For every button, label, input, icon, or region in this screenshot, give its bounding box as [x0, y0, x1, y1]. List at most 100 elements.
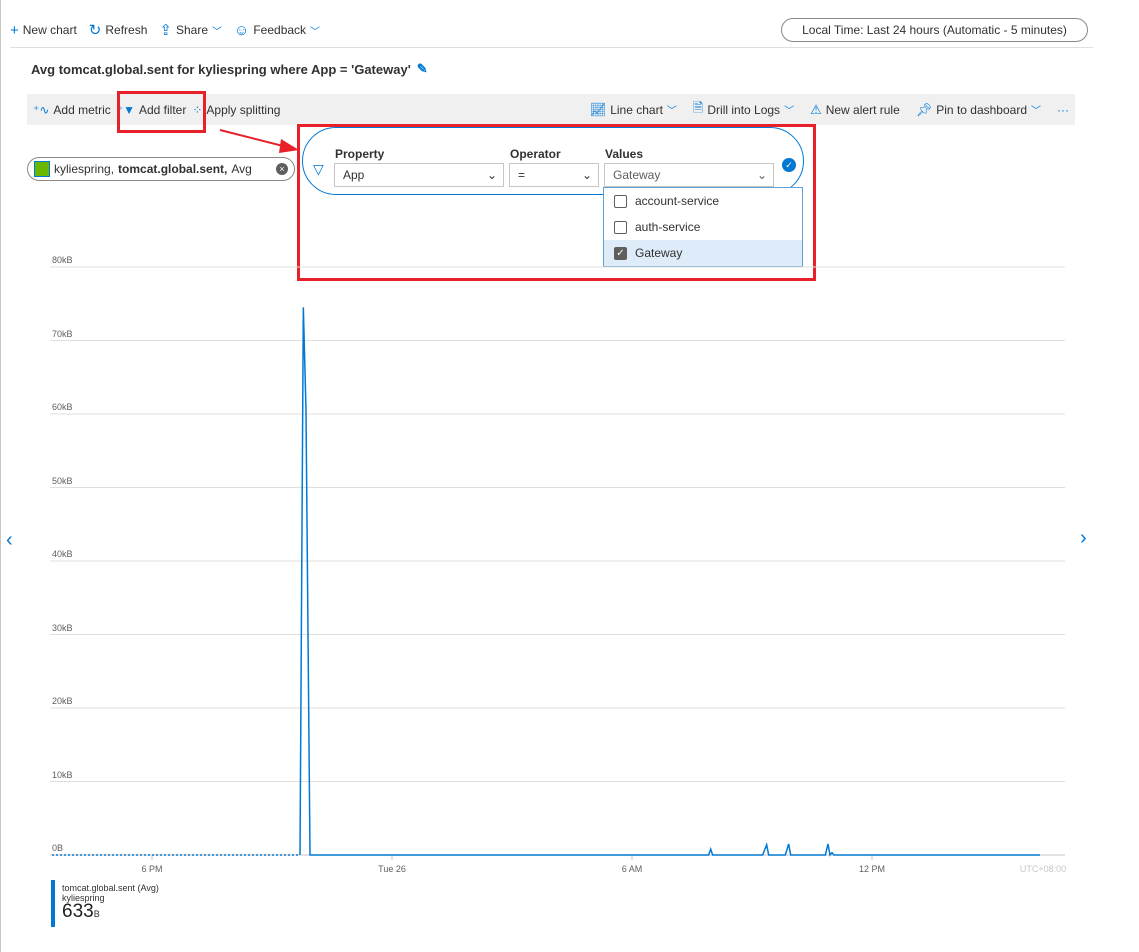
- chevron-down-icon: ﹀: [666, 106, 677, 117]
- new-chart-label: New chart: [22, 23, 77, 37]
- checkbox[interactable]: [614, 194, 627, 208]
- legend-value: 633: [62, 901, 94, 922]
- chevron-left-icon[interactable]: ‹: [6, 529, 13, 551]
- checkbox[interactable]: ✓: [614, 246, 627, 260]
- command-bar: + New chart ↻ Refresh ⇪ Share ﹀ ☺ Feedback ﹀: [10, 18, 320, 42]
- alert-icon: ⚠︎: [810, 101, 822, 117]
- pin-dashboard-button[interactable]: 📌︎ Pin to dashboard ﹀: [916, 102, 1041, 118]
- chevron-down-icon: ﹀: [212, 26, 223, 38]
- operator-value: =: [518, 168, 526, 182]
- refresh-label: Refresh: [105, 23, 148, 37]
- chevron-down-icon: ⌄: [756, 168, 767, 182]
- left-border: [0, 0, 1, 952]
- series-line: [299, 307, 1040, 857]
- share-button[interactable]: ⇪ Share ﹀: [159, 21, 222, 39]
- drill-logs-button[interactable]: 🗎︎ Drill into Logs ﹀: [693, 99, 794, 121]
- add-filter-button[interactable]: ⁺▼ Add filter: [117, 103, 187, 117]
- annotation-arrow: [219, 129, 299, 153]
- option-label: Gateway: [635, 246, 683, 260]
- dropdown-option[interactable]: account-service: [604, 188, 802, 214]
- checkbox[interactable]: [614, 220, 627, 234]
- legend-series-name: tomcat.global.sent (Avg): [62, 883, 159, 893]
- option-label: account-service: [635, 194, 720, 208]
- filter-pill: ▽ Property App ⌄ Operator = ⌄ Values Gatew…: [302, 127, 804, 195]
- apply-splitting-label: Apply splitting: [206, 102, 281, 117]
- legend-unit: B: [93, 909, 100, 919]
- chevron-down-icon: ⌄: [486, 168, 497, 182]
- filter-icon: ▽: [313, 161, 324, 177]
- line-chart-button[interactable]: 📈︎ Line chart ﹀: [590, 102, 677, 118]
- highlight-box-add-filter: [117, 91, 206, 133]
- refresh-icon: ↻: [88, 22, 102, 39]
- y-tick-label: 10kB: [52, 769, 73, 780]
- operator-select[interactable]: = ⌄: [509, 163, 599, 187]
- values-select[interactable]: Gateway ⌄: [604, 163, 774, 187]
- chart-toolbar: ⁺∿ Add metric ⁺▼ Add filter ⁘ Apply splitti…: [27, 94, 1075, 125]
- chevron-down-icon: ﹀: [784, 106, 795, 117]
- y-tick-label: 40kB: [52, 549, 73, 559]
- refresh-button[interactable]: ↻ Refresh: [89, 21, 148, 39]
- dropdown-option[interactable]: auth-service: [604, 214, 802, 240]
- y-tick-label: 70kB: [52, 328, 73, 339]
- line-chart-icon: 📈︎: [589, 101, 607, 117]
- add-metric-label: Add metric: [53, 102, 111, 117]
- property-select[interactable]: App ⌄: [334, 163, 504, 187]
- smiley-icon: ☺: [234, 21, 250, 39]
- option-label: auth-service: [635, 220, 701, 234]
- chevron-down-icon: ⌄: [581, 168, 592, 182]
- legend-color-bar: [51, 880, 55, 927]
- share-label: Share: [175, 23, 209, 37]
- new-alert-button[interactable]: ⚠︎ New alert rule: [810, 102, 900, 118]
- metric-pill[interactable]: kyliespring, tomcat.global.sent, Avg ×: [27, 157, 295, 181]
- x-tick-label: 6 AM: [621, 864, 643, 874]
- pin-icon: 📌︎: [915, 101, 933, 117]
- x-tick-label: 6 PM: [141, 864, 163, 874]
- metric-name: tomcat.global.sent,: [118, 162, 228, 176]
- legend-item[interactable]: tomcat.global.sent (Avg) kyliespring 633…: [62, 883, 159, 922]
- add-metric-icon: ⁺∿: [33, 102, 50, 117]
- confirm-check-icon[interactable]: ✓: [782, 158, 796, 172]
- pin-label: Pin to dashboard: [936, 102, 1027, 117]
- chevron-down-icon: ﹀: [310, 26, 321, 38]
- highlight-box-filter: [297, 124, 816, 281]
- property-value: App: [343, 168, 365, 182]
- splitting-icon: ⁘: [192, 102, 203, 117]
- feedback-label: Feedback: [253, 23, 307, 37]
- add-filter-icon: ⁺▼: [116, 102, 135, 117]
- chart-title-text: Avg tomcat.global.sent for kyliespring w…: [31, 61, 411, 77]
- apply-splitting-button[interactable]: ⁘ Apply splitting: [192, 103, 280, 117]
- divider: [10, 47, 1093, 48]
- time-range-button[interactable]: Local Time: Last 24 hours (Automatic - 5…: [781, 18, 1088, 42]
- values-value: Gateway: [613, 168, 661, 182]
- feedback-button[interactable]: ☺ Feedback ﹀: [234, 22, 320, 39]
- chevron-down-icon: ﹀: [1031, 106, 1041, 117]
- add-metric-button[interactable]: ⁺∿ Add metric: [33, 103, 111, 117]
- x-tick-label: 12 PM: [858, 864, 886, 874]
- y-tick-label: 80kB: [52, 255, 73, 265]
- plus-icon: +: [10, 21, 19, 39]
- dropdown-option[interactable]: ✓ Gateway: [604, 240, 802, 266]
- pencil-icon[interactable]: ✎: [416, 61, 428, 76]
- x-tick-label: Tue 26: [378, 864, 406, 874]
- remove-metric-icon[interactable]: ×: [276, 163, 288, 175]
- y-tick-label: 0B: [52, 843, 64, 853]
- y-tick-label: 30kB: [52, 622, 73, 633]
- y-tick-label: 50kB: [52, 475, 73, 486]
- new-chart-button[interactable]: + New chart: [10, 22, 77, 39]
- line-chart-label: Line chart: [610, 102, 663, 117]
- time-range-label: Local Time: Last 24 hours (Automatic - 5…: [802, 23, 1067, 37]
- new-alert-label: New alert rule: [825, 102, 900, 117]
- metric-resource: kyliespring,: [54, 162, 115, 176]
- chevron-right-icon[interactable]: ›: [1080, 527, 1087, 549]
- drill-logs-label: Drill into Logs: [707, 102, 781, 117]
- add-filter-label: Add filter: [138, 102, 187, 117]
- property-label: Property: [335, 147, 385, 161]
- operator-label: Operator: [510, 147, 561, 161]
- more-button[interactable]: ···: [1057, 102, 1069, 117]
- legend-series-resource: kyliespring: [62, 893, 105, 903]
- timezone-label: UTC+08:00: [1019, 864, 1067, 874]
- y-tick-label: 60kB: [52, 402, 73, 412]
- y-tick-label: 20kB: [52, 696, 73, 706]
- spring-app-icon: [34, 161, 50, 177]
